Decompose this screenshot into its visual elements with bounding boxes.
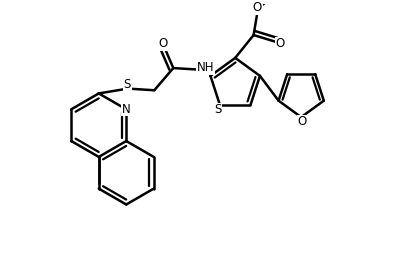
Text: O: O (253, 1, 262, 14)
Text: S: S (214, 103, 221, 116)
Text: O: O (297, 115, 307, 128)
Text: O: O (276, 38, 285, 51)
Text: O: O (158, 37, 168, 50)
Text: N: N (122, 103, 131, 116)
Text: S: S (124, 78, 131, 91)
Text: NH: NH (197, 61, 215, 74)
